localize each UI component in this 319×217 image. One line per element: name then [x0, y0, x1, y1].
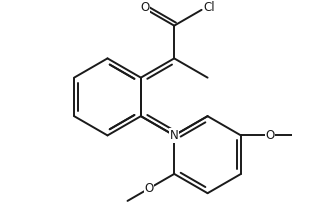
Text: O: O [145, 182, 154, 195]
Text: O: O [140, 2, 150, 14]
Text: N: N [170, 129, 179, 142]
Text: O: O [265, 129, 274, 142]
Text: Cl: Cl [204, 2, 215, 14]
